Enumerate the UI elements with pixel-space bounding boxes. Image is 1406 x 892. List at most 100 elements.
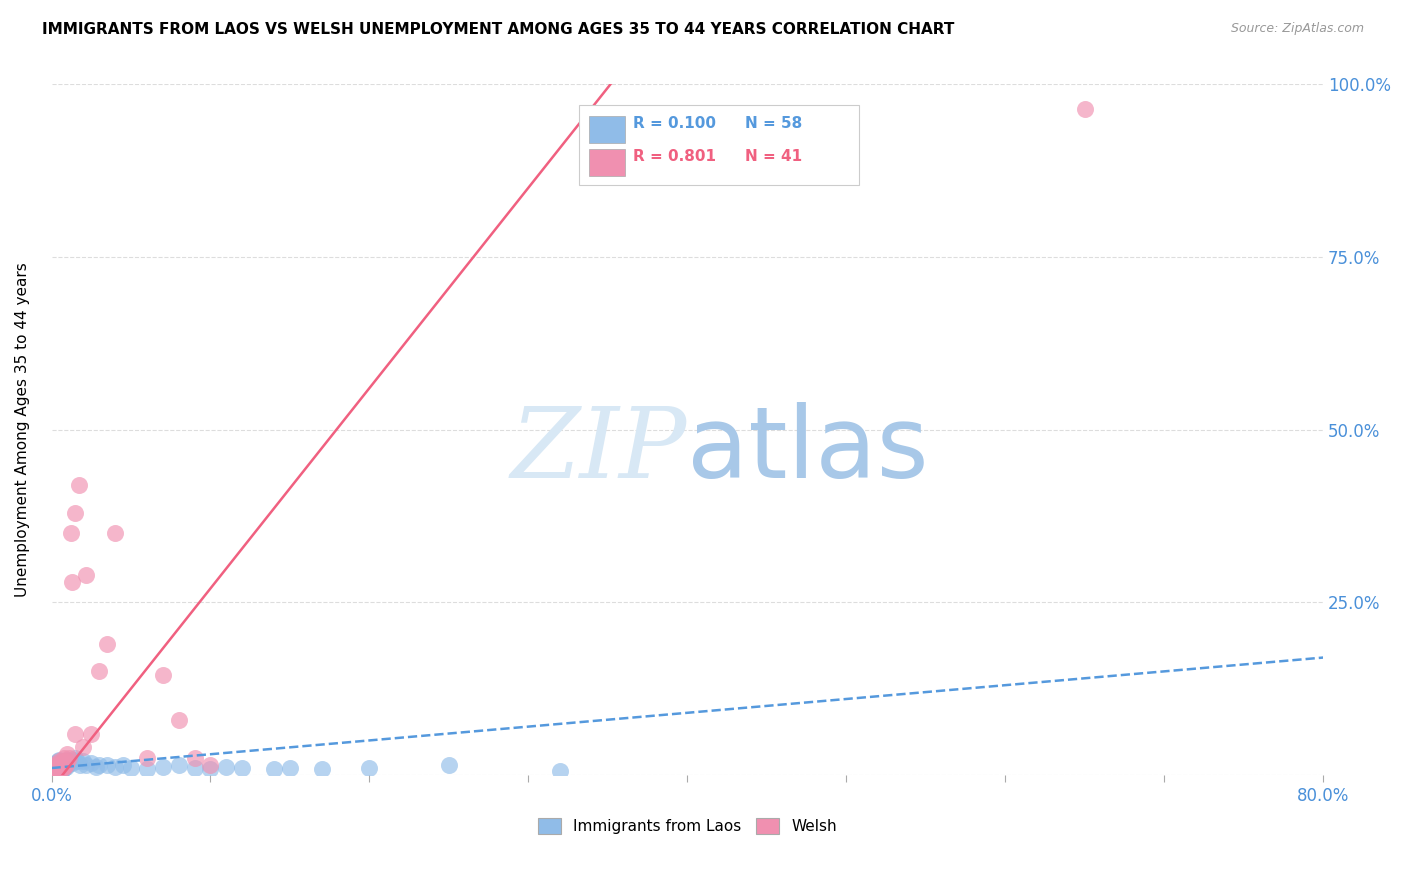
Point bbox=[437, 757, 460, 772]
Point bbox=[45, 765, 67, 780]
Point bbox=[46, 754, 69, 768]
Point bbox=[49, 756, 72, 771]
Point bbox=[183, 761, 205, 775]
Point bbox=[46, 756, 69, 770]
Point bbox=[46, 759, 69, 773]
FancyBboxPatch shape bbox=[589, 115, 626, 143]
Point bbox=[96, 637, 118, 651]
Point bbox=[44, 764, 66, 778]
Point bbox=[84, 759, 107, 773]
Point bbox=[167, 713, 190, 727]
Point bbox=[89, 665, 111, 679]
Point bbox=[45, 757, 67, 772]
Point bbox=[548, 764, 571, 779]
Point bbox=[53, 757, 76, 772]
Point bbox=[48, 756, 70, 771]
Point bbox=[200, 763, 222, 777]
Point bbox=[67, 478, 90, 492]
Point bbox=[215, 759, 238, 773]
Point bbox=[52, 763, 75, 777]
Point bbox=[76, 757, 98, 772]
Point bbox=[60, 574, 83, 589]
Point bbox=[135, 763, 157, 777]
Point bbox=[76, 567, 98, 582]
Point bbox=[152, 759, 174, 773]
Legend: Immigrants from Laos, Welsh: Immigrants from Laos, Welsh bbox=[530, 810, 845, 841]
Point bbox=[80, 726, 103, 740]
Point bbox=[65, 506, 87, 520]
Point bbox=[45, 759, 67, 773]
Point bbox=[200, 757, 222, 772]
Point bbox=[96, 758, 118, 772]
Point bbox=[231, 761, 253, 775]
Point bbox=[59, 754, 82, 768]
Point bbox=[45, 756, 67, 770]
Point bbox=[72, 740, 94, 755]
Point bbox=[46, 765, 69, 780]
Point bbox=[53, 754, 76, 768]
Point bbox=[62, 753, 84, 767]
Point bbox=[45, 764, 67, 778]
Point bbox=[59, 526, 82, 541]
Point bbox=[52, 756, 75, 770]
Point bbox=[44, 759, 66, 773]
Y-axis label: Unemployment Among Ages 35 to 44 years: Unemployment Among Ages 35 to 44 years bbox=[15, 262, 30, 597]
Point bbox=[48, 758, 70, 772]
Point bbox=[48, 763, 70, 777]
FancyBboxPatch shape bbox=[589, 149, 626, 177]
Point bbox=[48, 761, 70, 775]
Point bbox=[48, 753, 70, 767]
Text: N = 58: N = 58 bbox=[745, 115, 801, 130]
Point bbox=[263, 763, 285, 777]
Point bbox=[56, 747, 79, 762]
Point bbox=[58, 756, 80, 770]
Point bbox=[53, 750, 76, 764]
Point bbox=[60, 756, 83, 770]
Point bbox=[55, 759, 77, 773]
Point bbox=[120, 761, 142, 775]
Point bbox=[48, 754, 70, 768]
Point bbox=[65, 750, 87, 764]
Point bbox=[49, 764, 72, 778]
Point bbox=[46, 758, 69, 772]
Point bbox=[55, 757, 77, 772]
Point bbox=[45, 763, 67, 777]
Point bbox=[104, 759, 127, 773]
Point bbox=[152, 668, 174, 682]
Point bbox=[45, 761, 67, 775]
Point bbox=[52, 759, 75, 773]
Point bbox=[112, 757, 135, 772]
Point bbox=[56, 754, 79, 768]
Text: atlas: atlas bbox=[688, 402, 929, 499]
Point bbox=[278, 761, 301, 775]
Point bbox=[42, 763, 65, 777]
Point bbox=[104, 526, 127, 541]
Text: IMMIGRANTS FROM LAOS VS WELSH UNEMPLOYMENT AMONG AGES 35 TO 44 YEARS CORRELATION: IMMIGRANTS FROM LAOS VS WELSH UNEMPLOYME… bbox=[42, 22, 955, 37]
Point bbox=[44, 765, 66, 780]
Point bbox=[183, 750, 205, 764]
Point bbox=[46, 763, 69, 777]
Text: R = 0.100: R = 0.100 bbox=[633, 115, 716, 130]
Point bbox=[66, 754, 89, 768]
Point bbox=[49, 759, 72, 773]
Text: ZIP: ZIP bbox=[512, 403, 688, 498]
Point bbox=[55, 756, 77, 770]
Point bbox=[56, 753, 79, 767]
Point bbox=[49, 761, 72, 775]
Point bbox=[135, 750, 157, 764]
Point bbox=[53, 761, 76, 775]
Point bbox=[359, 761, 381, 775]
Point bbox=[65, 726, 87, 740]
Point bbox=[53, 759, 76, 773]
Point bbox=[89, 757, 111, 772]
Text: N = 41: N = 41 bbox=[745, 149, 801, 163]
Point bbox=[69, 757, 91, 772]
Point bbox=[44, 761, 66, 775]
Point bbox=[42, 764, 65, 779]
FancyBboxPatch shape bbox=[579, 105, 859, 185]
Point bbox=[80, 756, 103, 770]
Text: R = 0.801: R = 0.801 bbox=[633, 149, 716, 163]
Point bbox=[311, 763, 333, 777]
Point bbox=[1073, 102, 1095, 116]
Point bbox=[72, 754, 94, 768]
